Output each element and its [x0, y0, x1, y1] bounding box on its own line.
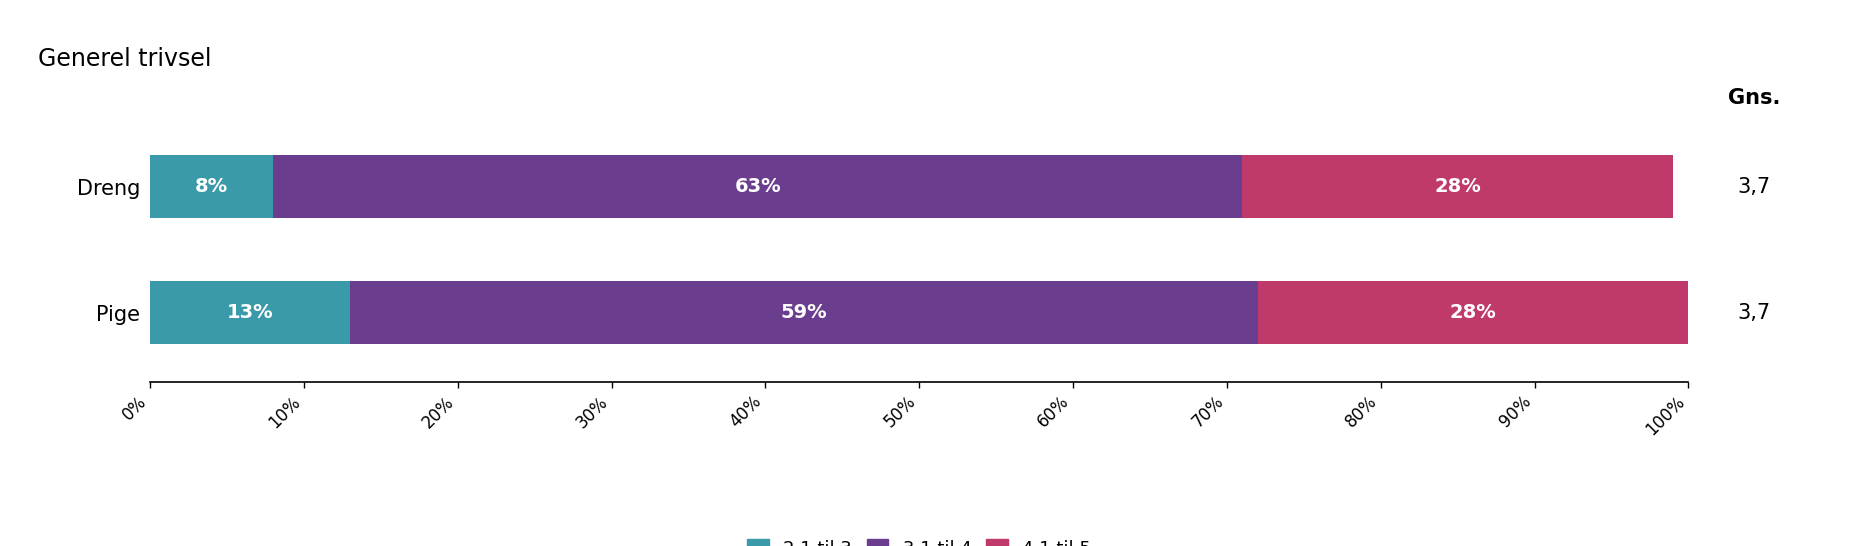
Text: 28%: 28%	[1435, 177, 1480, 196]
Text: 13%: 13%	[227, 303, 274, 322]
Text: 3,7: 3,7	[1737, 303, 1771, 323]
Text: 28%: 28%	[1450, 303, 1497, 322]
Text: 8%: 8%	[195, 177, 229, 196]
Text: 59%: 59%	[780, 303, 827, 322]
Bar	[150, 155, 274, 218]
Bar	[1242, 155, 1673, 218]
Bar	[1257, 281, 1688, 345]
Bar	[274, 155, 1242, 218]
Text: Generel trivsel: Generel trivsel	[38, 47, 212, 71]
Bar	[150, 281, 351, 345]
Legend: 2,1 til 3, 3,1 til 4, 4,1 til 5: 2,1 til 3, 3,1 til 4, 4,1 til 5	[747, 539, 1092, 546]
Bar	[351, 281, 1257, 345]
Text: 63%: 63%	[734, 177, 780, 196]
Text: 3,7: 3,7	[1737, 176, 1771, 197]
Text: Gns.: Gns.	[1728, 88, 1780, 108]
